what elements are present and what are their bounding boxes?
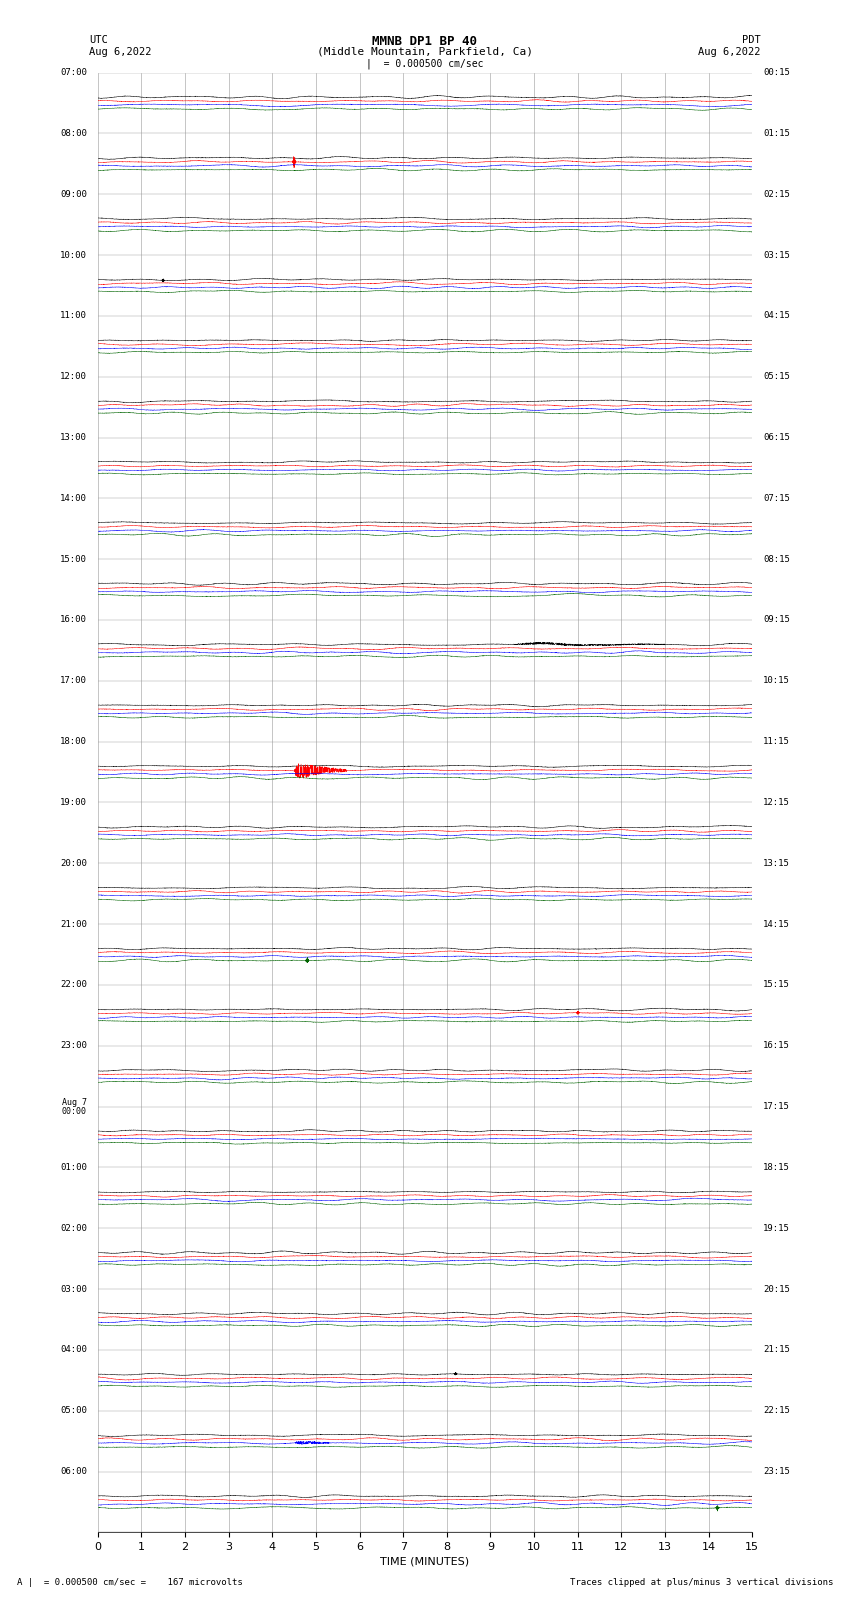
- Text: 20:00: 20:00: [60, 858, 87, 868]
- Text: 13:00: 13:00: [60, 432, 87, 442]
- Text: 17:00: 17:00: [60, 676, 87, 686]
- Text: 13:15: 13:15: [763, 858, 790, 868]
- Text: 12:15: 12:15: [763, 798, 790, 806]
- Text: 11:00: 11:00: [60, 311, 87, 321]
- Text: 18:00: 18:00: [60, 737, 87, 747]
- Text: (Middle Mountain, Parkfield, Ca): (Middle Mountain, Parkfield, Ca): [317, 47, 533, 56]
- Text: 00:00: 00:00: [62, 1107, 87, 1116]
- Text: 07:15: 07:15: [763, 494, 790, 503]
- Text: 05:00: 05:00: [60, 1407, 87, 1415]
- Text: 16:00: 16:00: [60, 616, 87, 624]
- Text: 06:00: 06:00: [60, 1468, 87, 1476]
- Text: 10:15: 10:15: [763, 676, 790, 686]
- Text: 17:15: 17:15: [763, 1102, 790, 1111]
- Text: 01:00: 01:00: [60, 1163, 87, 1173]
- Text: 08:00: 08:00: [60, 129, 87, 137]
- Text: 07:00: 07:00: [60, 68, 87, 77]
- Text: 03:00: 03:00: [60, 1284, 87, 1294]
- Text: 11:15: 11:15: [763, 737, 790, 747]
- Text: A |  = 0.000500 cm/sec =    167 microvolts: A | = 0.000500 cm/sec = 167 microvolts: [17, 1578, 243, 1587]
- Text: 22:00: 22:00: [60, 981, 87, 989]
- Text: 01:15: 01:15: [763, 129, 790, 137]
- Text: 12:00: 12:00: [60, 373, 87, 381]
- Text: 20:15: 20:15: [763, 1284, 790, 1294]
- Text: 04:00: 04:00: [60, 1345, 87, 1355]
- Text: 14:15: 14:15: [763, 919, 790, 929]
- Text: 16:15: 16:15: [763, 1042, 790, 1050]
- Text: 02:00: 02:00: [60, 1224, 87, 1232]
- Text: Aug 7: Aug 7: [62, 1097, 87, 1107]
- Text: Aug 6,2022: Aug 6,2022: [89, 47, 152, 56]
- X-axis label: TIME (MINUTES): TIME (MINUTES): [381, 1557, 469, 1566]
- Text: 15:15: 15:15: [763, 981, 790, 989]
- Text: Traces clipped at plus/minus 3 vertical divisions: Traces clipped at plus/minus 3 vertical …: [570, 1578, 833, 1587]
- Text: PDT: PDT: [742, 35, 761, 45]
- Text: 02:15: 02:15: [763, 190, 790, 198]
- Text: 09:15: 09:15: [763, 616, 790, 624]
- Text: 23:15: 23:15: [763, 1468, 790, 1476]
- Text: Aug 6,2022: Aug 6,2022: [698, 47, 761, 56]
- Text: 18:15: 18:15: [763, 1163, 790, 1173]
- Text: 14:00: 14:00: [60, 494, 87, 503]
- Text: 05:15: 05:15: [763, 373, 790, 381]
- Text: 04:15: 04:15: [763, 311, 790, 321]
- Text: 21:00: 21:00: [60, 919, 87, 929]
- Text: 22:15: 22:15: [763, 1407, 790, 1415]
- Text: |  = 0.000500 cm/sec: | = 0.000500 cm/sec: [366, 58, 484, 69]
- Text: 19:15: 19:15: [763, 1224, 790, 1232]
- Text: 09:00: 09:00: [60, 190, 87, 198]
- Text: 23:00: 23:00: [60, 1042, 87, 1050]
- Text: 00:15: 00:15: [763, 68, 790, 77]
- Text: 10:00: 10:00: [60, 250, 87, 260]
- Text: 03:15: 03:15: [763, 250, 790, 260]
- Text: 21:15: 21:15: [763, 1345, 790, 1355]
- Text: MMNB DP1 BP 40: MMNB DP1 BP 40: [372, 35, 478, 48]
- Text: UTC: UTC: [89, 35, 108, 45]
- Text: 15:00: 15:00: [60, 555, 87, 563]
- Text: 06:15: 06:15: [763, 432, 790, 442]
- Text: 19:00: 19:00: [60, 798, 87, 806]
- Text: 08:15: 08:15: [763, 555, 790, 563]
